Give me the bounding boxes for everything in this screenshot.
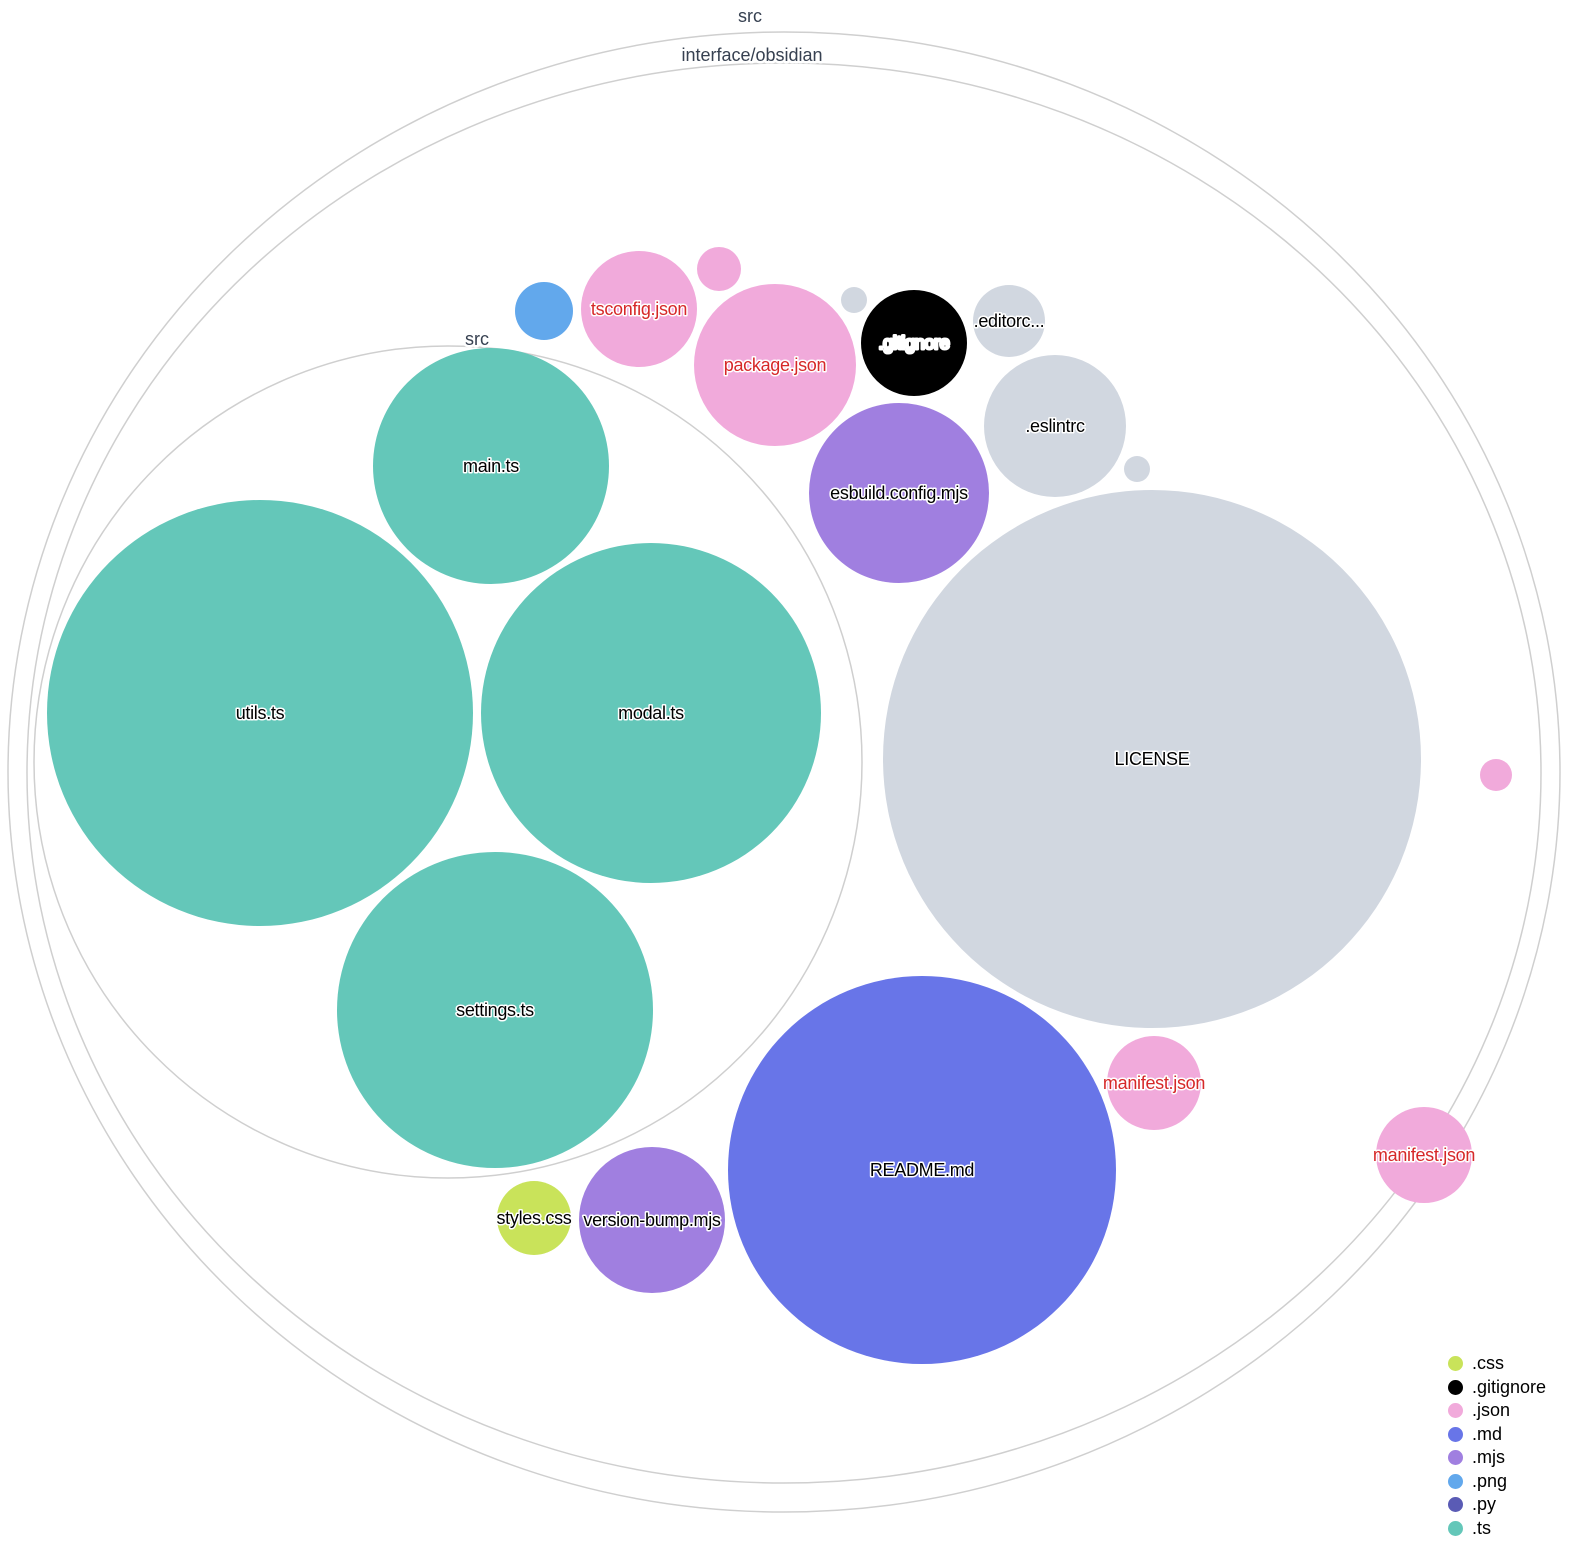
directory-label: interface/obsidian — [681, 45, 822, 65]
file-circle[interactable] — [883, 490, 1421, 1028]
legend-item-png: .png — [1448, 1470, 1546, 1494]
legend-item-css: .css — [1448, 1352, 1546, 1376]
directory-label: src — [738, 6, 762, 26]
file-circle[interactable] — [1376, 1107, 1472, 1203]
directory-label: src — [465, 329, 489, 349]
file-label: .editorc... — [974, 311, 1045, 331]
file-circle[interactable] — [809, 403, 989, 583]
file-label: LICENSE — [1115, 749, 1190, 769]
file-circle[interactable] — [697, 247, 741, 291]
file-circle[interactable] — [337, 852, 653, 1168]
legend-label: .png — [1472, 1470, 1508, 1491]
legend-label: .py — [1472, 1494, 1497, 1514]
file-label: .eslintrc — [1025, 416, 1085, 436]
legend-item-mjs: .mjs — [1448, 1446, 1546, 1470]
file-label: package.json — [724, 355, 826, 375]
legend-dot — [1448, 1473, 1463, 1489]
file-label: main.ts — [463, 456, 519, 476]
legend-label: .json — [1472, 1400, 1511, 1420]
directory-circle[interactable] — [26, 62, 1542, 1484]
legend-label: .mjs — [1472, 1447, 1505, 1467]
file-label: .gitignore — [878, 333, 949, 353]
legend-label: .md — [1472, 1423, 1503, 1444]
file-circle[interactable] — [973, 285, 1045, 357]
file-label: esbuild.config.mjs — [830, 483, 968, 503]
file-circle[interactable] — [579, 1147, 725, 1293]
legend-dot — [1448, 1356, 1463, 1372]
file-label: styles.css — [496, 1208, 571, 1228]
file-circle[interactable] — [497, 1181, 571, 1255]
legend-dot — [1448, 1379, 1463, 1395]
file-circle[interactable] — [581, 251, 697, 367]
file-label: README.md — [870, 1160, 974, 1180]
legend-dot — [1448, 1450, 1463, 1466]
legend-label: .ts — [1472, 1517, 1492, 1538]
legend-label: .css — [1472, 1353, 1505, 1373]
legend-item-ts: .ts — [1448, 1517, 1546, 1541]
legend-item-json: .json — [1448, 1399, 1546, 1423]
directory-circle[interactable] — [33, 345, 863, 1179]
legend-dot — [1448, 1520, 1463, 1536]
legend-dot — [1448, 1497, 1463, 1513]
directory-circle[interactable] — [7, 31, 1561, 1513]
legend-item-py: .py — [1448, 1493, 1546, 1517]
legend-label: .gitignore — [1472, 1376, 1547, 1397]
file-circle[interactable] — [841, 287, 867, 313]
legend-dot — [1448, 1403, 1463, 1419]
legend-item-gitignore: .gitignore — [1448, 1376, 1546, 1400]
legend: .css .gitignore .json .md .mjs .png .py … — [1448, 1352, 1546, 1540]
legend-dot — [1448, 1426, 1463, 1442]
file-circle[interactable] — [1124, 456, 1150, 482]
file-label: version-bump.mjs — [583, 1210, 721, 1230]
legend-item-md: .md — [1448, 1423, 1546, 1447]
file-circle[interactable] — [984, 355, 1126, 497]
file-circle[interactable] — [1480, 759, 1512, 791]
file-circle[interactable] — [694, 284, 856, 446]
file-circle[interactable] — [1107, 1036, 1201, 1130]
file-circle[interactable] — [481, 543, 821, 883]
file-label: manifest.json — [1373, 1145, 1475, 1165]
file-circle[interactable] — [515, 282, 573, 340]
file-label: utils.ts — [236, 703, 285, 723]
file-label: modal.ts — [618, 703, 684, 723]
file-label: settings.ts — [456, 1000, 534, 1020]
file-label: manifest.json — [1103, 1073, 1205, 1093]
file-circle[interactable] — [47, 500, 473, 926]
file-circle[interactable] — [728, 976, 1116, 1364]
file-circle[interactable] — [861, 290, 967, 396]
file-label: tsconfig.json — [591, 299, 687, 319]
file-circle[interactable] — [373, 348, 609, 584]
